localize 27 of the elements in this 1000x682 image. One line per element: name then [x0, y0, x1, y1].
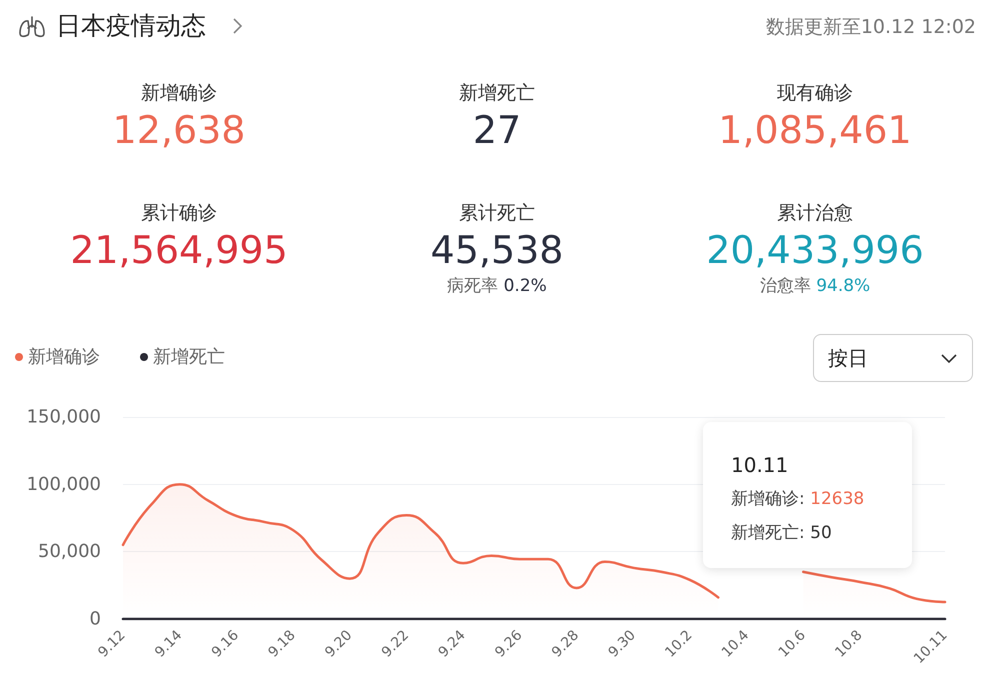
legend-label: 新增死亡 — [153, 346, 225, 368]
text: 12,638 — [112, 107, 246, 154]
legend-label: 新增确诊 — [28, 346, 100, 368]
text: 病死率 0.2% — [446, 275, 548, 297]
y-tick-label: 0 — [90, 608, 101, 630]
chart-subtitle: 数据更新至10.12 12:02 — [766, 15, 976, 40]
chart-title: 日本疫情动态 — [56, 10, 206, 42]
text: 新增确诊 — [140, 81, 218, 106]
text: 45,538 — [430, 227, 564, 274]
dropdown-select: 按日 — [813, 334, 973, 382]
y-tick-label: 150,000 — [26, 406, 101, 428]
text: 累计确诊 — [140, 201, 218, 226]
y-tick-label: 100,000 — [26, 474, 101, 495]
annotation: 新增确诊: 12638 — [731, 488, 866, 511]
annotation: 新增死亡: 50 — [731, 522, 833, 545]
annotation: 10.11 — [731, 452, 790, 479]
text: 累计死亡 — [458, 201, 536, 226]
text: 21,564,995 — [69, 227, 289, 274]
text: 27 — [472, 107, 522, 154]
text: 治愈率 94.8% — [758, 275, 872, 297]
text: 累计治愈 — [776, 201, 854, 226]
text: 现有确诊 — [776, 81, 854, 106]
tooltip-panel: 10.11 新增确诊: 12638 新增死亡: 50 — [703, 422, 912, 568]
y-tick-label: 50,000 — [38, 541, 101, 562]
text: 20,433,996 — [705, 227, 925, 274]
text: 新增死亡 — [458, 81, 536, 106]
text: 1,085,461 — [717, 107, 913, 154]
